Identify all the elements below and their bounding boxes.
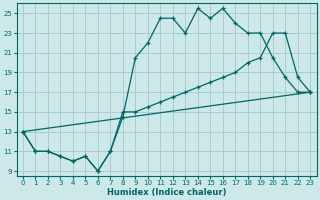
X-axis label: Humidex (Indice chaleur): Humidex (Indice chaleur) — [107, 188, 226, 197]
